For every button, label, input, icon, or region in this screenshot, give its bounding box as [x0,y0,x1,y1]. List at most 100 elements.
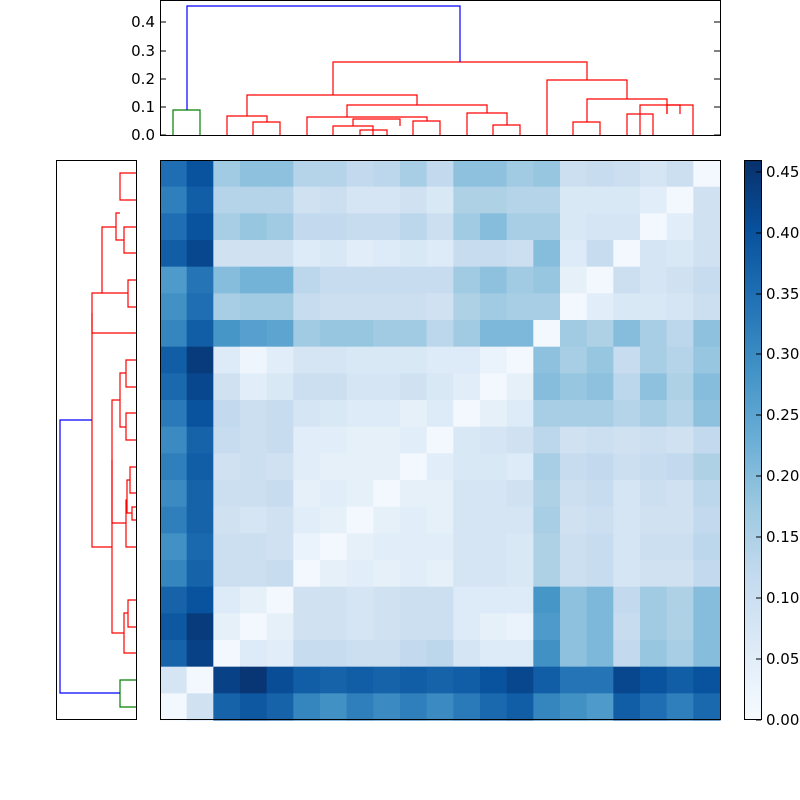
heatmap-cell [213,693,241,721]
heatmap-cell [320,266,348,294]
heatmap-cell [640,160,668,188]
top-dendrogram-link [626,113,654,135]
heatmap-cell [640,400,668,428]
heatmap-cell [640,453,668,481]
colorbar-tick-label: 0.25 [766,406,799,424]
left-dendrogram-link [131,506,136,521]
heatmap-cell [666,426,694,454]
heatmap-cell [666,586,694,614]
heatmap-cell [453,266,481,294]
heatmap-cell [586,586,614,614]
heatmap-cell [293,213,321,241]
heatmap-cell [240,586,268,614]
left-dendrogram [56,160,137,720]
heatmap-cell [266,666,294,694]
heatmap-cell [186,373,214,401]
heatmap-cell [213,160,241,188]
heatmap-cell [160,320,188,348]
heatmap-cell [426,453,454,481]
heatmap-cell [240,293,268,321]
top-dendrogram-link [352,118,401,126]
heatmap-cell [213,426,241,454]
heatmap-cell [586,346,614,374]
heatmap-cell [266,693,294,721]
heatmap-cell [240,373,268,401]
heatmap-cell [426,160,454,188]
heatmap-cell [613,506,641,534]
heatmap-cell [160,693,188,721]
colorbar: 0.00 0.05 0.10 0.15 0.20 0.25 0.30 0.35 … [744,160,799,729]
heatmap-cell [506,213,534,241]
colorbar-tick-4: 0.20 [756,467,799,485]
heatmap-cell [560,453,588,481]
heatmap-cell [586,266,614,294]
heatmap-cell [213,400,241,428]
left-dendrogram-link [119,679,136,708]
heatmap-cell [320,240,348,268]
heatmap-cell [373,400,401,428]
heatmap-cell [213,213,241,241]
heatmap-cell [426,506,454,534]
heatmap-cell [586,533,614,561]
heatmap-cell [373,560,401,588]
heatmap-cell [240,160,268,188]
colorbar-tick-label: 0.40 [766,224,799,242]
heatmap-cell [293,400,321,428]
heatmap-cell [293,373,321,401]
heatmap-cell [453,480,481,508]
left-dendrogram-link [59,419,120,694]
heatmap-cell [640,586,668,614]
heatmap-cell [400,480,428,508]
heatmap-cell [426,640,454,668]
heatmap-cell [480,400,508,428]
heatmap-cell [426,213,454,241]
left-dendrogram-link [111,399,126,524]
heatmap-cell [693,293,721,321]
ytick-4: 0.4 [131,13,720,31]
heatmap-cell [373,533,401,561]
heatmap-cell [240,560,268,588]
heatmap-cell [693,240,721,268]
heatmap-cell [506,693,534,721]
heatmap-cell [320,293,348,321]
heatmap-cell [693,613,721,641]
top-dendrogram-link [172,109,201,135]
top-dendrogram-link [226,115,268,135]
heatmap-cell [666,560,694,588]
heatmap-cell [160,426,188,454]
heatmap-cell [640,213,668,241]
heatmap-cell [586,693,614,721]
heatmap-cell [533,240,561,268]
heatmap-cell [640,613,668,641]
heatmap-cell [186,480,214,508]
heatmap-cell [560,346,588,374]
heatmap-cell [453,640,481,668]
heatmap-cell [480,186,508,214]
heatmap-cell [266,293,294,321]
heatmap-cell [426,373,454,401]
heatmap-cell [586,613,614,641]
heatmap-cell [186,186,214,214]
heatmap-cell [213,480,241,508]
heatmap-cell [560,240,588,268]
heatmap-cell [586,213,614,241]
heatmap-cell [533,533,561,561]
heatmap-cell [186,693,214,721]
heatmap-cell [426,320,454,348]
heatmap-cell [586,666,614,694]
heatmap-cell [560,693,588,721]
heatmap-cell [373,426,401,454]
heatmap-cell [506,480,534,508]
heatmap-cell [480,266,508,294]
heatmap-cell [160,186,188,214]
top-dendrogram-links [172,5,694,135]
heatmap-cell [186,613,214,641]
heatmap-cell [266,480,294,508]
heatmap-cell [560,426,588,454]
heatmap-cell [400,186,428,214]
heatmap-cell [240,400,268,428]
colorbar-tick-label: 0.20 [766,467,799,485]
heatmap-cell [240,346,268,374]
heatmap-cell [160,293,188,321]
heatmap-cell [506,640,534,668]
